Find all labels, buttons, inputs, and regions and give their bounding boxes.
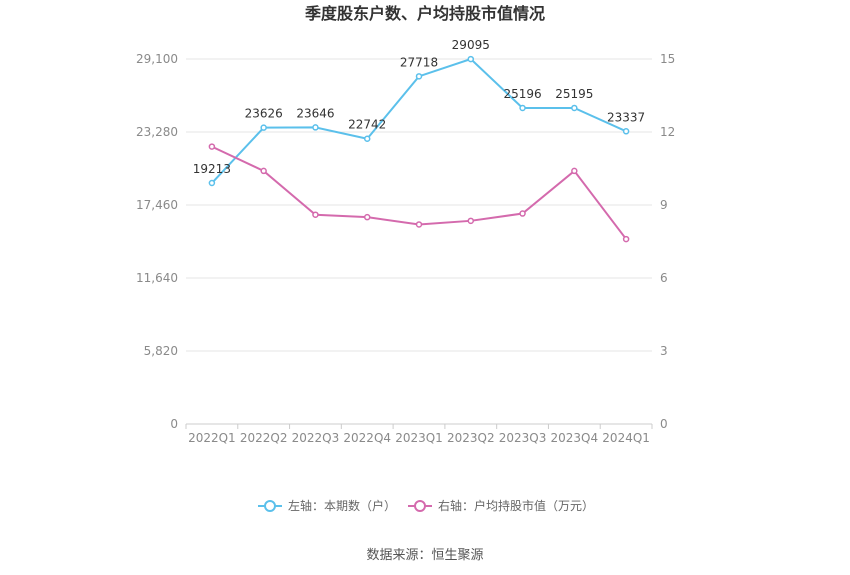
right-tick-label: 9 <box>660 198 668 212</box>
x-tick-label: 2023Q3 <box>499 431 547 445</box>
legend-marker <box>264 500 276 512</box>
data-point[interactable] <box>622 128 630 135</box>
x-tick-label: 2022Q3 <box>292 431 340 445</box>
data-label: 27718 <box>400 55 438 69</box>
data-point[interactable] <box>571 104 578 112</box>
data-point[interactable] <box>415 73 423 80</box>
series-2 <box>208 143 630 243</box>
data-point[interactable] <box>363 213 371 221</box>
x-tick-label: 2022Q2 <box>240 431 288 445</box>
data-point[interactable] <box>208 143 216 150</box>
data-point[interactable] <box>467 55 475 63</box>
data-point[interactable] <box>519 104 526 112</box>
data-point[interactable] <box>622 235 630 243</box>
legend-item[interactable]: 右轴：户均持股市值（万元） <box>408 498 594 513</box>
left-tick-label: 5,820 <box>144 344 178 358</box>
legend[interactable]: 左轴：本期数（户） 右轴：户均持股市值（万元） <box>258 498 594 513</box>
data-label: 25195 <box>555 87 593 101</box>
legend-label: 左轴：本期数（户） <box>288 498 396 513</box>
data-point[interactable] <box>312 211 319 218</box>
data-label: 25196 <box>503 87 541 101</box>
data-point[interactable] <box>415 221 423 228</box>
data-point[interactable] <box>571 167 578 175</box>
data-point[interactable] <box>467 217 475 225</box>
right-tick-label: 15 <box>660 52 675 66</box>
x-tick-label: 2023Q1 <box>395 431 443 445</box>
data-label: 22742 <box>348 118 386 132</box>
data-point[interactable] <box>312 124 319 131</box>
data-point[interactable] <box>519 210 526 217</box>
x-tick-label: 2024Q1 <box>602 431 650 445</box>
left-tick-label: 29,100 <box>136 52 178 66</box>
legend-label: 右轴：户均持股市值（万元） <box>438 498 594 513</box>
x-tick-label: 2023Q2 <box>447 431 495 445</box>
data-point[interactable] <box>260 167 267 175</box>
grid-lines <box>186 58 652 425</box>
x-tick-label: 2022Q1 <box>188 431 236 445</box>
data-point[interactable] <box>208 179 216 187</box>
right-tick-label: 3 <box>660 344 668 358</box>
left-tick-label: 11,640 <box>136 271 178 285</box>
x-tick-label: 2023Q4 <box>551 431 599 445</box>
series-1: 19213 23626 23646 22742 27718 29095 25196 25195… <box>193 38 645 187</box>
data-point[interactable] <box>363 135 371 142</box>
x-axis-ticks: 2022Q1 2022Q2 2022Q3 2022Q4 2023Q1 2023Q2 2023… <box>185 424 653 445</box>
series-layer: 19213 23626 23646 22742 27718 29095 25196 25195… <box>193 38 645 243</box>
data-label: 29095 <box>452 38 490 52</box>
right-tick-label: 6 <box>660 271 668 285</box>
left-tick-label: 17,460 <box>136 198 178 212</box>
left-tick-label: 23,280 <box>136 125 178 139</box>
legend-item[interactable]: 左轴：本期数（户） <box>258 498 396 513</box>
x-tick-label: 2022Q4 <box>343 431 391 445</box>
chart-title: 季度股东户数、户均持股市值情况 <box>304 4 545 23</box>
legend-marker <box>414 500 426 512</box>
data-label: 23337 <box>607 110 645 124</box>
source-note: 数据来源：恒生聚源 <box>366 548 483 563</box>
left-axis-ticks: 0 5,820 11,640 17,460 23,280 29,100 <box>136 52 178 431</box>
right-axis-ticks: 0 3 6 9 12 15 <box>660 52 675 431</box>
right-tick-label: 0 <box>660 417 668 431</box>
right-tick-label: 12 <box>660 125 675 139</box>
data-point[interactable] <box>260 124 267 131</box>
data-label: 23626 <box>245 107 283 121</box>
data-label: 23646 <box>296 106 334 120</box>
data-label: 19213 <box>193 162 231 176</box>
left-tick-label: 0 <box>170 417 178 431</box>
